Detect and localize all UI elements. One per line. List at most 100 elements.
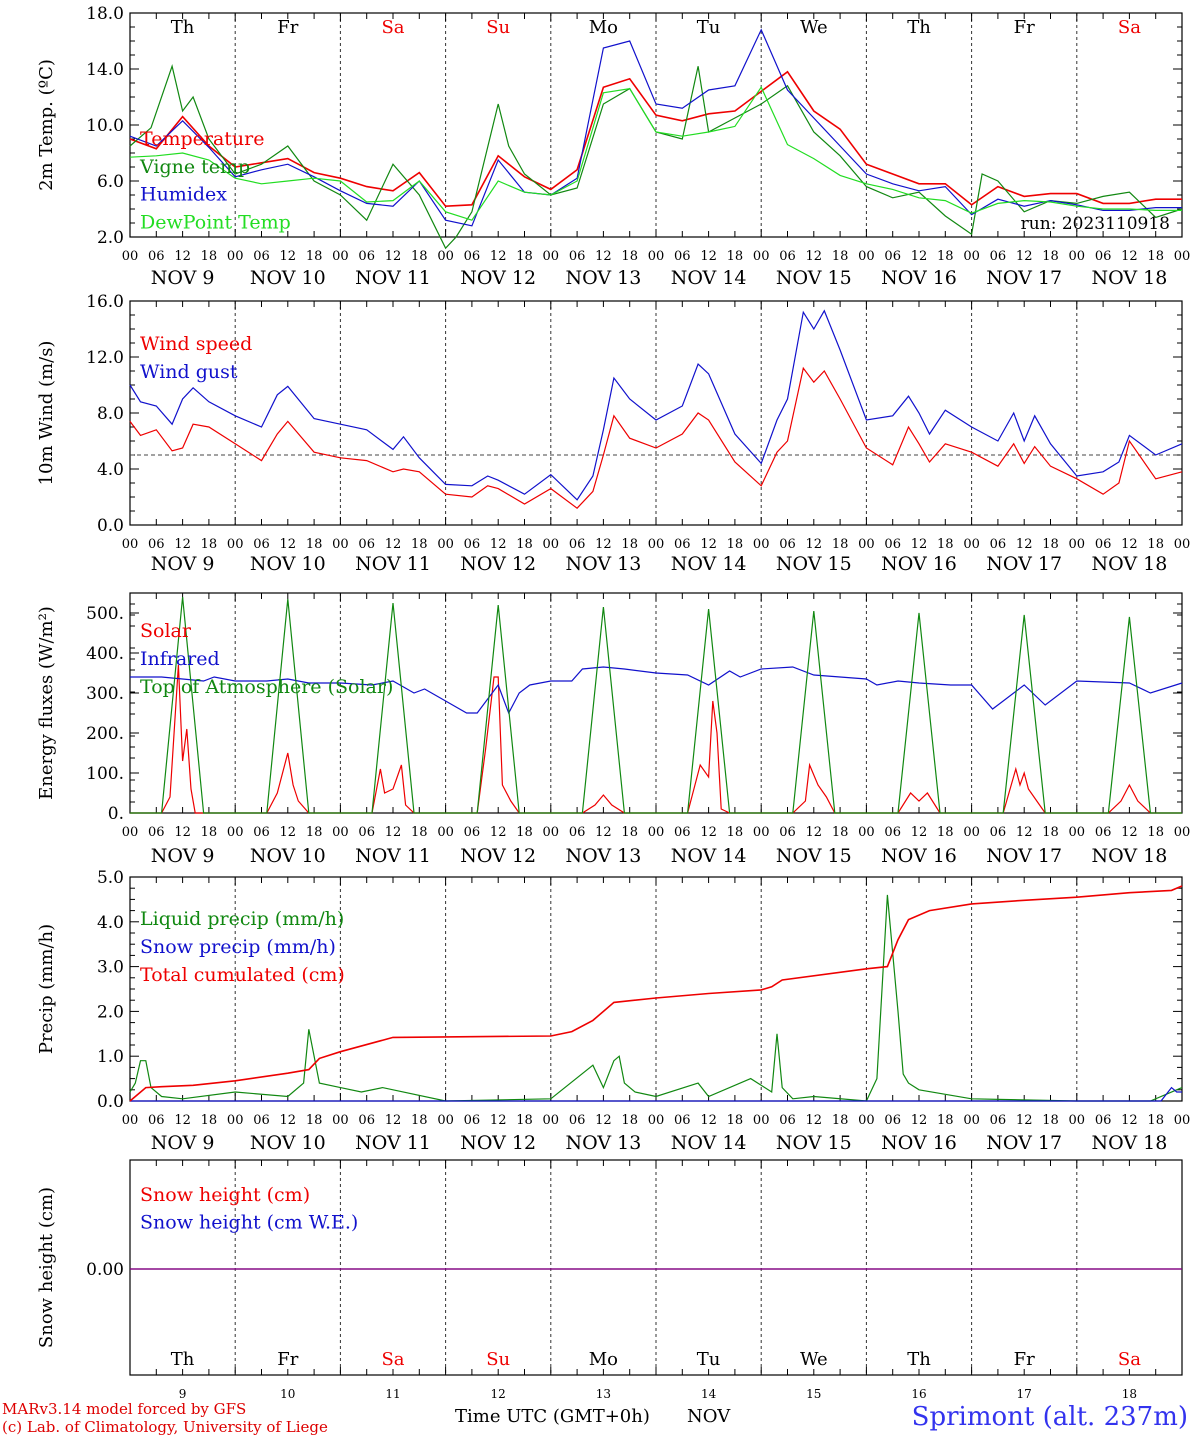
date-label: NOV 17 xyxy=(986,553,1062,575)
hour-label: 06 xyxy=(253,537,270,552)
hour-label: 06 xyxy=(464,537,481,552)
hour-label: 18 xyxy=(937,825,954,840)
hour-label: 06 xyxy=(884,537,901,552)
hour-label: 12 xyxy=(490,537,507,552)
weekday-label: Sa xyxy=(381,1349,404,1370)
hour-label: 00 xyxy=(1069,537,1086,552)
day-number-label: 10 xyxy=(280,1387,295,1401)
weekday-label: Tu xyxy=(697,17,721,38)
hour-label: 06 xyxy=(779,825,796,840)
hour-label: 00 xyxy=(858,1113,875,1128)
date-label: NOV 11 xyxy=(355,1132,431,1154)
series-top-of-atmosphere-solar- xyxy=(130,596,1182,814)
date-label: NOV 11 xyxy=(355,553,431,575)
panel-2-frame xyxy=(129,300,1183,526)
hour-label: 12 xyxy=(174,1113,191,1128)
hour-label: 12 xyxy=(174,249,191,264)
hour-label: 12 xyxy=(911,825,928,840)
x-axis-label: Time UTC (GMT+0h) xyxy=(455,1406,650,1427)
hour-label: 06 xyxy=(990,825,1007,840)
hour-label: 12 xyxy=(1121,1113,1138,1128)
hour-label: 00 xyxy=(1174,249,1191,264)
hour-label: 00 xyxy=(122,825,139,840)
date-label: NOV 16 xyxy=(881,1132,957,1154)
hour-label: 06 xyxy=(569,249,586,264)
weekday-label: Th xyxy=(171,17,195,38)
hour-label: 00 xyxy=(227,1113,244,1128)
hour-label: 12 xyxy=(911,249,928,264)
hour-label: 00 xyxy=(963,825,980,840)
hour-label: 18 xyxy=(832,537,849,552)
hour-label: 12 xyxy=(700,249,717,264)
date-label: NOV 16 xyxy=(881,553,957,575)
series-solar xyxy=(130,664,1182,814)
y-axis-label: Snow height (cm) xyxy=(36,1187,57,1348)
lab-credit: (c) Lab. of Climatology, University of L… xyxy=(2,1418,328,1436)
hour-label: 00 xyxy=(332,537,349,552)
day-number-label: 13 xyxy=(596,1387,611,1401)
day-number-label: 14 xyxy=(701,1387,717,1401)
y-tick-label: 200. xyxy=(86,724,124,744)
date-label: NOV 13 xyxy=(565,1132,641,1154)
hour-label: 06 xyxy=(1095,537,1112,552)
date-label: NOV 12 xyxy=(460,553,536,575)
weekday-label: Th xyxy=(171,1349,195,1370)
hour-label: 00 xyxy=(1174,825,1191,840)
y-tick-label: 300. xyxy=(86,684,124,704)
hour-label: 12 xyxy=(700,1113,717,1128)
weekday-label: We xyxy=(800,17,828,38)
y-tick-label: 2.0 xyxy=(97,1002,124,1022)
hour-label: 18 xyxy=(411,537,428,552)
hour-label: 12 xyxy=(385,825,402,840)
hour-label: 00 xyxy=(332,825,349,840)
model-credit: MARv3.14 model forced by GFS (c) Lab. of… xyxy=(2,1400,328,1436)
date-label: NOV 11 xyxy=(355,267,431,289)
date-label: NOV 17 xyxy=(986,845,1062,867)
weekday-label: Th xyxy=(907,1349,931,1370)
hour-label: 06 xyxy=(990,1113,1007,1128)
hour-label: 00 xyxy=(332,1113,349,1128)
hour-label: 18 xyxy=(411,249,428,264)
weekday-label: We xyxy=(800,1349,828,1370)
legend-entry: Temperature xyxy=(140,128,264,150)
hour-label: 12 xyxy=(911,537,928,552)
hour-label: 12 xyxy=(595,537,612,552)
legend-entry: Liquid precip (mm/h) xyxy=(140,908,344,930)
hour-label: 12 xyxy=(280,249,297,264)
hour-label: 06 xyxy=(358,537,375,552)
hour-label: 00 xyxy=(332,249,349,264)
hour-label: 18 xyxy=(1147,537,1164,552)
day-number-label: 17 xyxy=(1017,1387,1032,1401)
hour-label: 18 xyxy=(1042,825,1059,840)
hour-label: 06 xyxy=(884,825,901,840)
legend-entry: Infrared xyxy=(140,648,220,670)
weekday-label: Fr xyxy=(277,1349,298,1370)
series-humidex xyxy=(129,28,1182,227)
series-infrared xyxy=(130,666,1183,715)
hour-label: 06 xyxy=(358,249,375,264)
date-label: NOV 15 xyxy=(776,1132,852,1154)
hour-label: 12 xyxy=(280,537,297,552)
y-tick-label: 3.0 xyxy=(97,958,124,978)
hour-label: 06 xyxy=(779,1113,796,1128)
hour-label: 00 xyxy=(437,537,454,552)
day-number-label: 11 xyxy=(385,1387,400,1401)
date-label: NOV 18 xyxy=(1091,267,1167,289)
hour-label: 18 xyxy=(516,825,533,840)
hour-label: 12 xyxy=(1121,825,1138,840)
hour-label: 12 xyxy=(1016,1113,1033,1128)
hour-label: 18 xyxy=(937,537,954,552)
hour-label: 00 xyxy=(1069,1113,1086,1128)
hour-label: 18 xyxy=(201,825,218,840)
hour-label: 00 xyxy=(437,249,454,264)
y-tick-label: 0. xyxy=(108,804,124,824)
weekday-label: Sa xyxy=(1118,17,1141,38)
hour-label: 12 xyxy=(385,537,402,552)
legend-entry: Wind gust xyxy=(140,361,238,383)
hour-label: 00 xyxy=(1069,249,1086,264)
hour-label: 06 xyxy=(569,825,586,840)
hour-label: 06 xyxy=(990,537,1007,552)
hour-label: 00 xyxy=(1069,825,1086,840)
hour-label: 18 xyxy=(516,537,533,552)
